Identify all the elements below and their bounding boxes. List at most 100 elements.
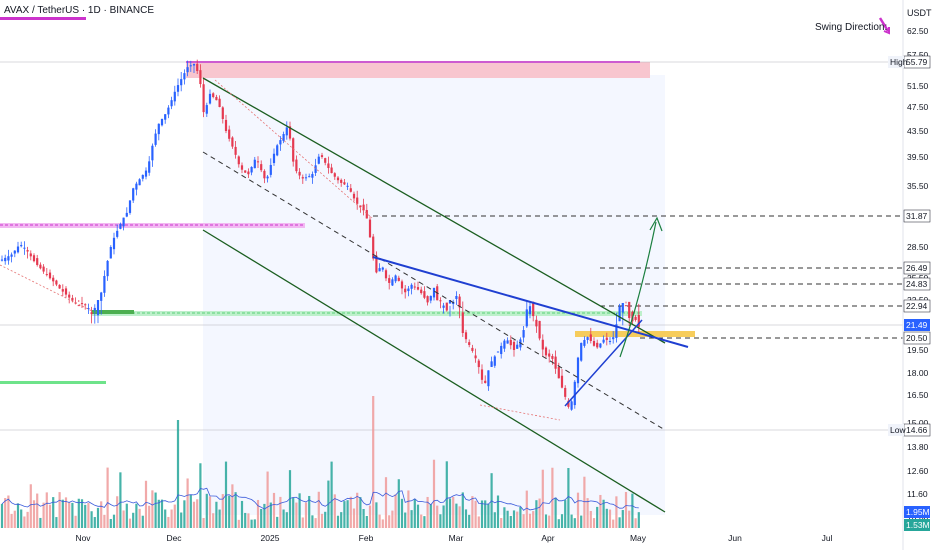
time-axis: Nov Dec 2025 Feb Mar Apr May Jun Jul [75,533,832,543]
candle-body [586,337,589,340]
volume-bar [317,491,320,528]
volume-bar [272,492,276,528]
channel-upper [202,77,666,344]
y-tick-label: 11.60 [907,489,928,499]
candle-body [240,165,244,170]
volume-bar [564,500,567,528]
volume-bar [52,497,55,528]
candle-body [477,360,480,368]
volume-bar [544,514,548,528]
volume-bar [87,503,90,528]
volume-bar [477,516,480,528]
candle-body [42,266,45,272]
candle-body [349,188,352,192]
candle-body [125,212,128,217]
price-tag [903,209,931,223]
candle-body [288,126,292,139]
volume-bar [359,497,362,528]
volume-bar [116,496,119,528]
candle-body [506,340,509,344]
candle-body [480,369,484,380]
candle-body [541,339,544,350]
volume-bar [583,476,586,528]
candle-body [20,245,23,247]
volume-bar [468,514,471,528]
candle-body [429,295,432,301]
volume-bar [484,500,487,528]
volume-bar [378,514,381,528]
volume-bar [205,493,208,528]
candle-body [167,107,170,115]
volume-bar [602,499,605,528]
volume-bar [189,495,192,528]
candle-body [298,171,301,176]
candle-body [266,176,269,179]
volume-bar [532,511,535,528]
volume-bar [404,512,407,528]
candle-body [583,340,586,346]
candle-body [13,250,16,254]
volume-bar [570,514,573,528]
volume-bar [320,513,324,528]
candle-body [391,279,394,286]
y-tick-label: 28.50 [907,242,929,252]
volume-bar [519,507,522,528]
volume-bar [228,495,231,528]
volume-bar [525,490,528,528]
candle-body [608,341,612,342]
volume-bar [160,499,164,528]
volume-bar [0,503,4,528]
x-tick-label: May [630,533,647,543]
candle-body [599,343,602,348]
candle-body [7,256,10,261]
candle-body [103,275,106,293]
volume-bar [397,479,400,528]
candle-body [132,188,135,201]
x-tick-label: 2025 [261,533,280,543]
candle-body [471,347,474,351]
candle-body [378,268,381,272]
volume-bar [141,515,144,528]
volume-bar [608,509,612,528]
volume-bar [119,472,122,528]
candle-body [560,375,564,388]
volume-bar [615,496,618,528]
volume-bar [391,510,394,528]
volume-bar [167,516,170,528]
candle-body [621,303,624,313]
volume-bar [442,505,445,528]
candle-body [80,303,84,305]
candle-body [567,400,570,407]
volume-bar [506,510,509,528]
volume-bar [493,512,496,528]
candle-body [39,264,42,269]
price-tag-value: 14.66 [906,425,928,435]
x-tick-label: Mar [449,533,464,543]
volume-bar [240,500,244,528]
candle-body [343,182,346,185]
candle-body [87,308,90,310]
volume-bar [288,470,292,528]
volume-bar [247,513,250,528]
candle-body [503,340,506,349]
candle-body [423,291,426,298]
price-tag-value: 26.49 [906,263,928,273]
candle-body [106,260,109,277]
volume-bar [84,504,87,528]
candle-body [292,138,295,162]
volume-bar [388,515,391,528]
candle-body [407,288,410,292]
candle-body [55,280,58,285]
volume-bar [400,498,404,528]
candle-body [468,342,471,345]
currency-label[interactable]: USDT [907,8,932,18]
candle-body [93,307,96,311]
volume-bar [180,512,183,528]
candle-body [36,258,39,265]
candle-body [365,210,368,219]
volume-bar [106,467,109,528]
volume-bar [196,499,199,528]
price-tag-value: 24.83 [906,279,928,289]
volume-bar [487,503,490,528]
